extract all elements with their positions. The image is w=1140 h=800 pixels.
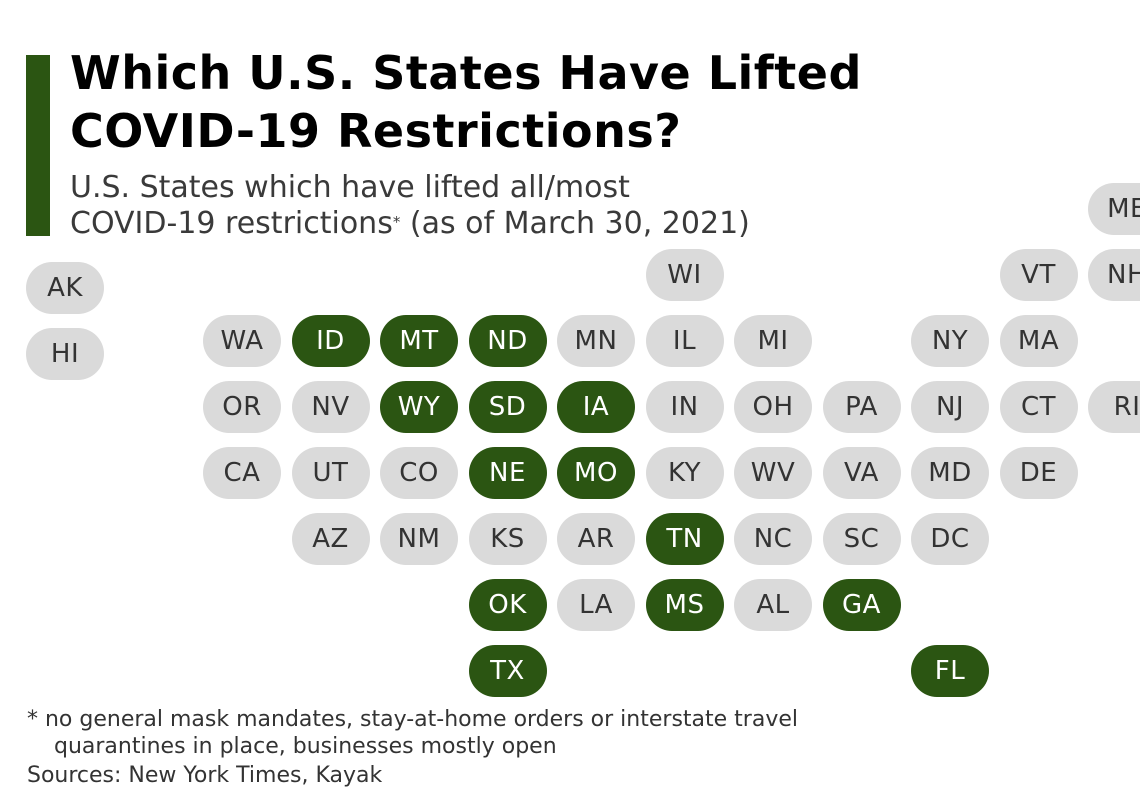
- state-il: IL: [645, 315, 724, 367]
- footnote: * no general mask mandates, stay-at-home…: [27, 706, 798, 760]
- title-line-1: Which U.S. States Have Lifted: [70, 46, 862, 100]
- title-line-2: COVID-19 Restrictions?: [70, 104, 682, 158]
- subtitle-footnote-mark: *: [392, 213, 401, 231]
- state-al: AL: [734, 579, 812, 631]
- state-nj: NJ: [911, 381, 989, 433]
- state-wy: WY: [380, 381, 458, 433]
- state-ks: KS: [468, 513, 547, 565]
- state-ut: UT: [291, 447, 370, 499]
- state-fl: FL: [911, 645, 989, 697]
- state-nv: NV: [291, 381, 370, 433]
- subtitle-line-1: U.S. States which have lifted all/most: [70, 170, 630, 205]
- state-nh: NH: [1088, 249, 1140, 301]
- state-id: ID: [291, 315, 370, 367]
- state-co: CO: [380, 447, 458, 499]
- state-ak: AK: [26, 262, 104, 315]
- state-ms: MS: [645, 579, 724, 631]
- state-me: ME: [1088, 183, 1140, 235]
- sources: Sources: New York Times, Kayak: [27, 763, 383, 788]
- title-accent-bar: [26, 55, 50, 236]
- state-mo: MO: [557, 447, 635, 499]
- chart-subtitle: U.S. States which have lifted all/most C…: [70, 170, 750, 242]
- state-hi: HI: [26, 328, 104, 381]
- state-az: AZ: [291, 513, 370, 565]
- state-mt: MT: [380, 315, 458, 367]
- state-or: OR: [203, 381, 281, 433]
- state-ct: CT: [999, 381, 1078, 433]
- state-wi: WI: [645, 249, 724, 301]
- state-ga: GA: [822, 579, 901, 631]
- state-ok: OK: [468, 579, 547, 631]
- state-ne: NE: [468, 447, 547, 499]
- state-ia: IA: [557, 381, 635, 433]
- state-mi: MI: [734, 315, 812, 367]
- state-pa: PA: [822, 381, 901, 433]
- state-tx: TX: [468, 645, 547, 697]
- state-vt: VT: [999, 249, 1078, 301]
- state-mn: MN: [557, 315, 635, 367]
- footnote-line-1: * no general mask mandates, stay-at-home…: [27, 707, 798, 732]
- subtitle-text: COVID-19 restrictions: [70, 206, 393, 241]
- state-ny: NY: [911, 315, 989, 367]
- state-nm: NM: [380, 513, 458, 565]
- state-oh: OH: [734, 381, 812, 433]
- subtitle-line-2: COVID-19 restrictions* (as of March 30, …: [70, 206, 750, 242]
- state-ri: RI: [1088, 381, 1140, 433]
- state-de: DE: [999, 447, 1078, 499]
- state-in: IN: [645, 381, 724, 433]
- state-la: LA: [557, 579, 635, 631]
- state-nc: NC: [734, 513, 812, 565]
- state-sc: SC: [822, 513, 901, 565]
- state-sd: SD: [468, 381, 547, 433]
- state-ma: MA: [999, 315, 1078, 367]
- state-va: VA: [822, 447, 901, 499]
- state-ca: CA: [203, 447, 281, 499]
- state-wv: WV: [734, 447, 812, 499]
- subtitle-date: (as of March 30, 2021): [400, 206, 750, 241]
- state-wa: WA: [203, 315, 281, 367]
- state-ar: AR: [557, 513, 635, 565]
- state-md: MD: [911, 447, 989, 499]
- footnote-line-2: quarantines in place, businesses mostly …: [54, 734, 557, 759]
- state-tn: TN: [645, 513, 724, 565]
- state-nd: ND: [468, 315, 547, 367]
- state-ky: KY: [645, 447, 724, 499]
- state-dc: DC: [911, 513, 989, 565]
- chart-title: Which U.S. States Have Lifted COVID-19 R…: [70, 44, 862, 160]
